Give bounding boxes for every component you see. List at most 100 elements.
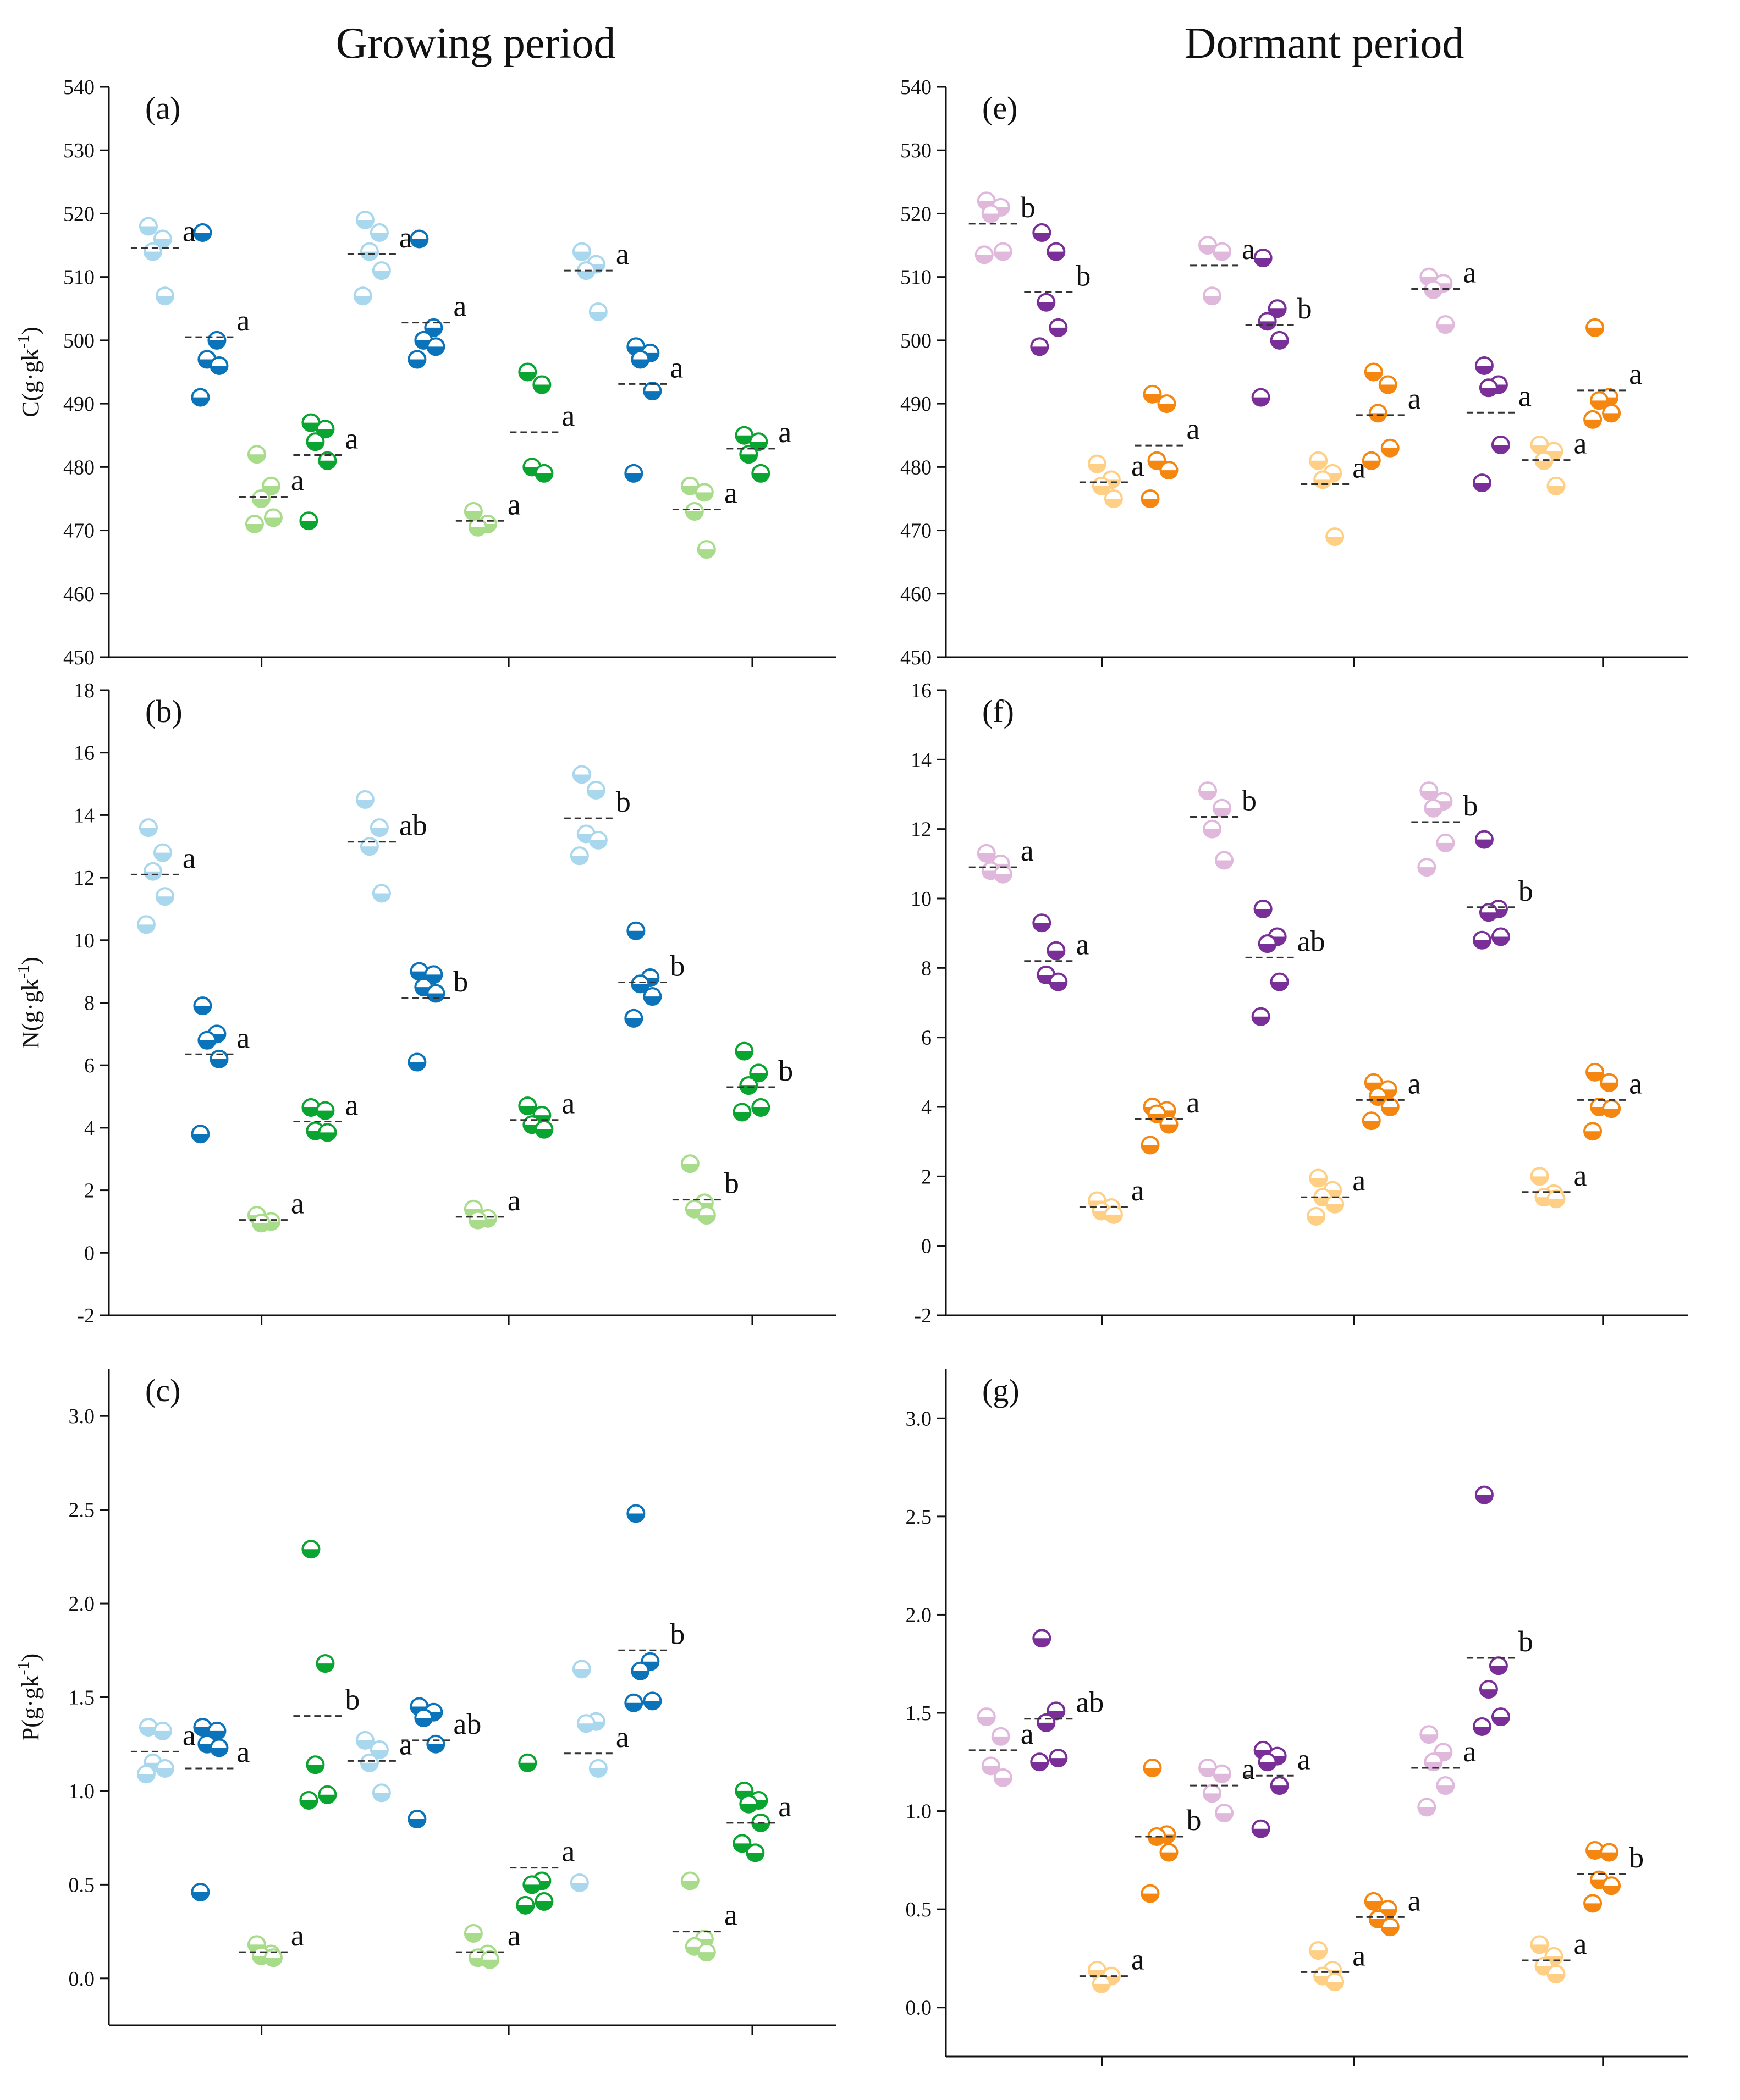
series-group-0: b xyxy=(968,191,1036,264)
series-group-5: b xyxy=(1245,249,1312,407)
data-point-fill xyxy=(1381,448,1398,456)
significance-letter: b xyxy=(1518,874,1533,907)
data-point-fill xyxy=(1420,1734,1438,1743)
data-point-fill xyxy=(1475,1495,1493,1503)
data-point-fill xyxy=(1142,1893,1159,1902)
data-point-fill xyxy=(317,1663,334,1672)
data-point-fill xyxy=(373,893,390,902)
y-tick-label: 3.0 xyxy=(69,1405,95,1428)
data-point-fill xyxy=(1492,445,1509,454)
y-tick-label: 530 xyxy=(900,139,932,162)
significance-letter: b xyxy=(1463,789,1478,822)
series-group-11: a xyxy=(1577,1062,1642,1141)
y-tick-label: 1.0 xyxy=(69,1780,95,1803)
y-tick-label: 500 xyxy=(900,329,932,352)
data-point-fill xyxy=(577,1723,594,1732)
series-group-7: a xyxy=(510,1087,575,1139)
y-tick-label: 490 xyxy=(900,393,932,416)
data-point-fill xyxy=(469,1220,486,1228)
series-group-8: b xyxy=(1411,781,1478,877)
data-point-fill xyxy=(1531,1944,1548,1953)
data-point-fill xyxy=(156,896,173,905)
significance-letter: a xyxy=(1408,382,1421,415)
data-point-fill xyxy=(1088,464,1105,472)
data-point-fill xyxy=(1418,867,1435,876)
significance-letter: a xyxy=(1076,928,1089,961)
data-point-fill xyxy=(1310,1178,1327,1187)
series-group-4: ab xyxy=(347,790,427,903)
data-point-fill xyxy=(1326,1982,1343,1991)
data-point-fill xyxy=(373,1793,390,1801)
significance-letter: b xyxy=(345,1683,360,1716)
significance-letter: a xyxy=(1352,1164,1365,1197)
significance-letter: a xyxy=(561,1087,575,1120)
series-group-0: a xyxy=(130,215,196,306)
y-tick-label: 0.5 xyxy=(906,1898,932,1921)
data-point-fill xyxy=(1601,1082,1618,1091)
data-point-fill xyxy=(752,1107,769,1116)
series-group-3: b xyxy=(293,1540,360,1810)
series-group-9: a xyxy=(1466,356,1532,493)
y-tick-label: -2 xyxy=(914,1304,932,1327)
significance-letter: a xyxy=(616,1721,629,1754)
data-point-fill xyxy=(356,219,373,228)
data-point-fill xyxy=(371,828,388,836)
series-group-5: a xyxy=(1245,1740,1310,1838)
data-point-fill xyxy=(736,435,753,444)
data-point-fill xyxy=(356,799,373,808)
series-group-0: a xyxy=(130,1718,196,1784)
y-tick-label: 460 xyxy=(900,583,932,606)
data-point-fill xyxy=(211,1059,228,1067)
data-point-fill xyxy=(411,971,428,980)
data-point-fill xyxy=(571,1882,588,1891)
data-point-fill xyxy=(752,473,769,482)
data-point-fill xyxy=(156,296,173,305)
significance-letter: a xyxy=(778,1790,791,1823)
series-group-4: a xyxy=(347,210,412,306)
data-point-fill xyxy=(1105,1214,1122,1223)
significance-letter: a xyxy=(236,1021,250,1054)
significance-letter: a xyxy=(1131,1943,1144,1976)
y-tick-label: 10 xyxy=(911,888,932,911)
data-point-fill xyxy=(625,1702,642,1711)
data-point-fill xyxy=(140,828,157,836)
significance-letter: a xyxy=(453,290,466,323)
data-point-fill xyxy=(1050,1758,1067,1767)
data-point-fill xyxy=(1033,233,1050,241)
significance-letter: a xyxy=(1574,427,1587,460)
panels-container: 450460470480490500510520530540(a)C(g·gk-… xyxy=(14,76,1688,2066)
series-group-1: a xyxy=(185,1718,250,1901)
series-group-7: a xyxy=(1356,1067,1421,1131)
data-point-fill xyxy=(1216,1813,1233,1822)
significance-letter: b xyxy=(1518,1625,1533,1658)
data-point-fill xyxy=(1199,791,1216,800)
data-point-fill xyxy=(976,255,993,263)
data-point-fill xyxy=(740,1804,757,1812)
series-group-6: a xyxy=(455,1919,521,1969)
data-point-fill xyxy=(144,251,161,260)
series-group-8: a xyxy=(564,238,629,322)
data-point-fill xyxy=(536,1901,553,1910)
panel-c: 0.00.51.01.52.02.53.0(c)P(g·gk-1)aaabaab… xyxy=(14,1369,836,2035)
series-group-8: b xyxy=(564,765,631,866)
significance-letter: b xyxy=(670,950,685,983)
data-point-fill xyxy=(517,1905,534,1914)
data-point-fill xyxy=(1584,1903,1601,1912)
y-tick-label: 1.0 xyxy=(906,1800,932,1823)
series-group-9: b xyxy=(618,1504,685,1712)
data-point-fill xyxy=(1603,1109,1620,1117)
data-point-fill xyxy=(465,511,482,520)
data-point-fill xyxy=(1310,1950,1327,1959)
data-point-fill xyxy=(1199,245,1216,254)
data-point-fill xyxy=(571,856,588,864)
series-group-11: a xyxy=(726,416,791,483)
data-point-fill xyxy=(992,1736,1009,1745)
data-point-fill xyxy=(587,790,604,798)
data-point-fill xyxy=(536,1129,553,1138)
series-group-2: a xyxy=(1079,1174,1144,1224)
significance-letter: a xyxy=(1408,1884,1421,1917)
data-point-fill xyxy=(302,422,320,431)
significance-letter: a xyxy=(1463,1735,1476,1768)
y-tick-label: 2.5 xyxy=(906,1506,932,1529)
